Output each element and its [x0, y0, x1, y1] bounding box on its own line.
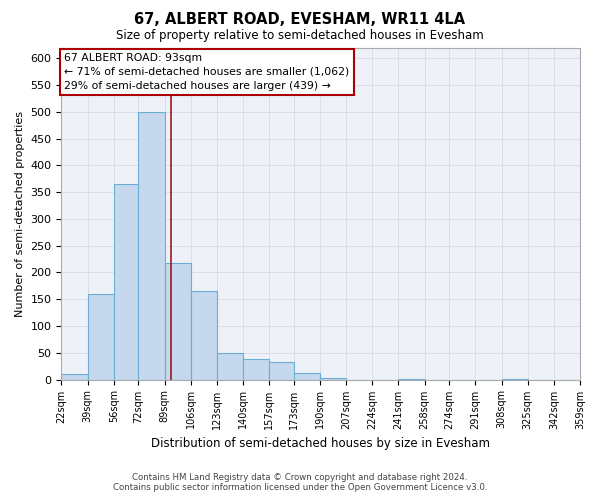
Bar: [114, 184, 139, 380]
Text: 67, ALBERT ROAD, EVESHAM, WR11 4LA: 67, ALBERT ROAD, EVESHAM, WR11 4LA: [134, 12, 466, 28]
Text: Size of property relative to semi-detached houses in Evesham: Size of property relative to semi-detach…: [116, 29, 484, 42]
Bar: [217, 353, 243, 380]
Bar: [61, 374, 88, 380]
Bar: [243, 359, 269, 380]
Bar: [191, 291, 217, 380]
Bar: [88, 294, 114, 380]
Y-axis label: Number of semi-detached properties: Number of semi-detached properties: [15, 110, 25, 316]
X-axis label: Distribution of semi-detached houses by size in Evesham: Distribution of semi-detached houses by …: [151, 437, 490, 450]
Bar: [398, 379, 425, 380]
Text: 67 ALBERT ROAD: 93sqm
← 71% of semi-detached houses are smaller (1,062)
29% of s: 67 ALBERT ROAD: 93sqm ← 71% of semi-deta…: [64, 53, 350, 91]
Bar: [294, 372, 320, 380]
Bar: [502, 379, 527, 380]
Bar: [164, 263, 191, 380]
Bar: [320, 378, 346, 380]
Bar: [139, 112, 164, 380]
Text: Contains HM Land Registry data © Crown copyright and database right 2024.
Contai: Contains HM Land Registry data © Crown c…: [113, 473, 487, 492]
Bar: [269, 362, 294, 380]
